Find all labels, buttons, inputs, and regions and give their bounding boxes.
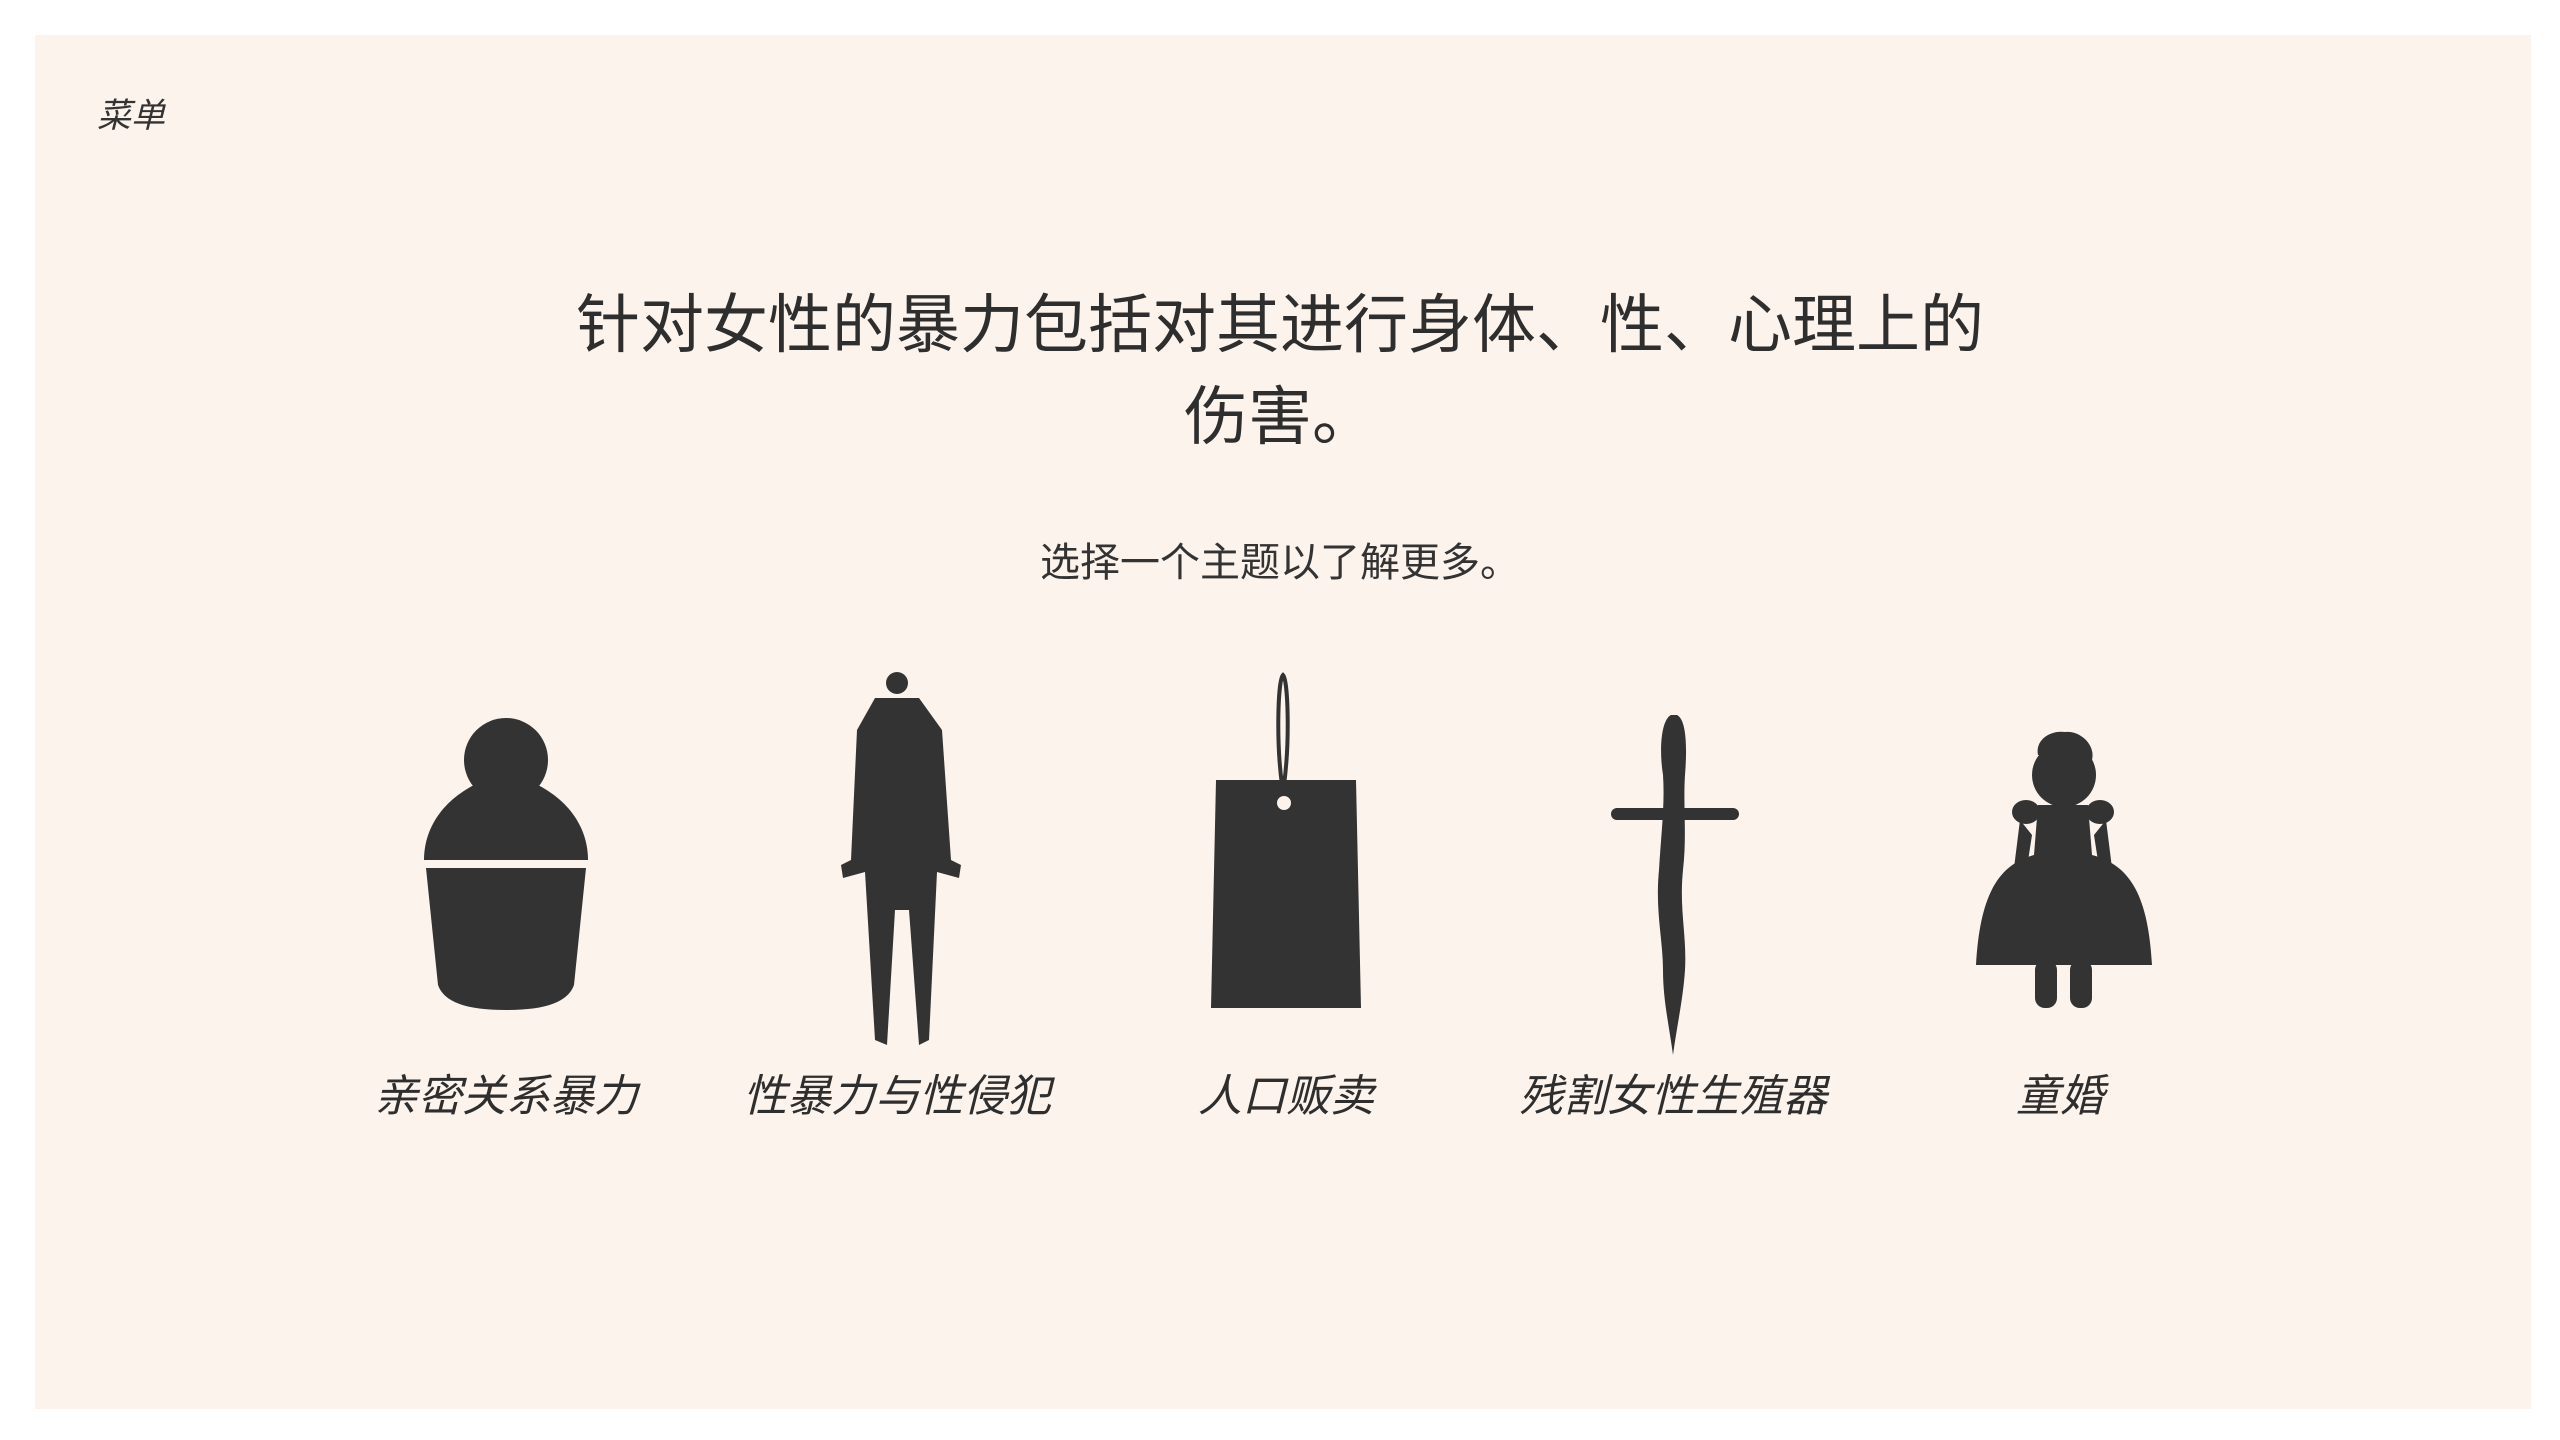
topic-label: 人口贩卖 [1198,1071,1374,1122]
price-tag-icon [1211,672,1361,1008]
standing-man-icon [841,672,961,1045]
page-subhead: 选择一个主题以了解更多。 [1040,540,1520,586]
girl-figure-icon [1976,731,2152,1008]
page-panel [35,35,2531,1409]
topic-intimate-partner-violence[interactable]: 亲密关系暴力 [306,660,706,1140]
topic-female-genital-mutilation[interactable]: 残割女性生殖器 [1473,660,1873,1140]
vase-figure-icon [424,718,588,1010]
topic-label: 亲密关系暴力 [374,1071,638,1122]
topic-label: 童婚 [2016,1071,2104,1122]
blade-icon [1611,715,1739,1055]
menu-button[interactable]: 菜单 [97,96,165,136]
topic-label: 残割女性生殖器 [1519,1071,1827,1122]
page-headline: 针对女性的暴力包括对其进行身体、性、心理上的伤害。 [576,289,1984,455]
topic-child-marriage[interactable]: 童婚 [1860,660,2260,1140]
topic-sexual-violence[interactable]: 性暴力与性侵犯 [697,660,1097,1140]
topic-human-trafficking[interactable]: 人口贩卖 [1086,660,1486,1140]
topic-label: 性暴力与性侵犯 [743,1071,1051,1122]
